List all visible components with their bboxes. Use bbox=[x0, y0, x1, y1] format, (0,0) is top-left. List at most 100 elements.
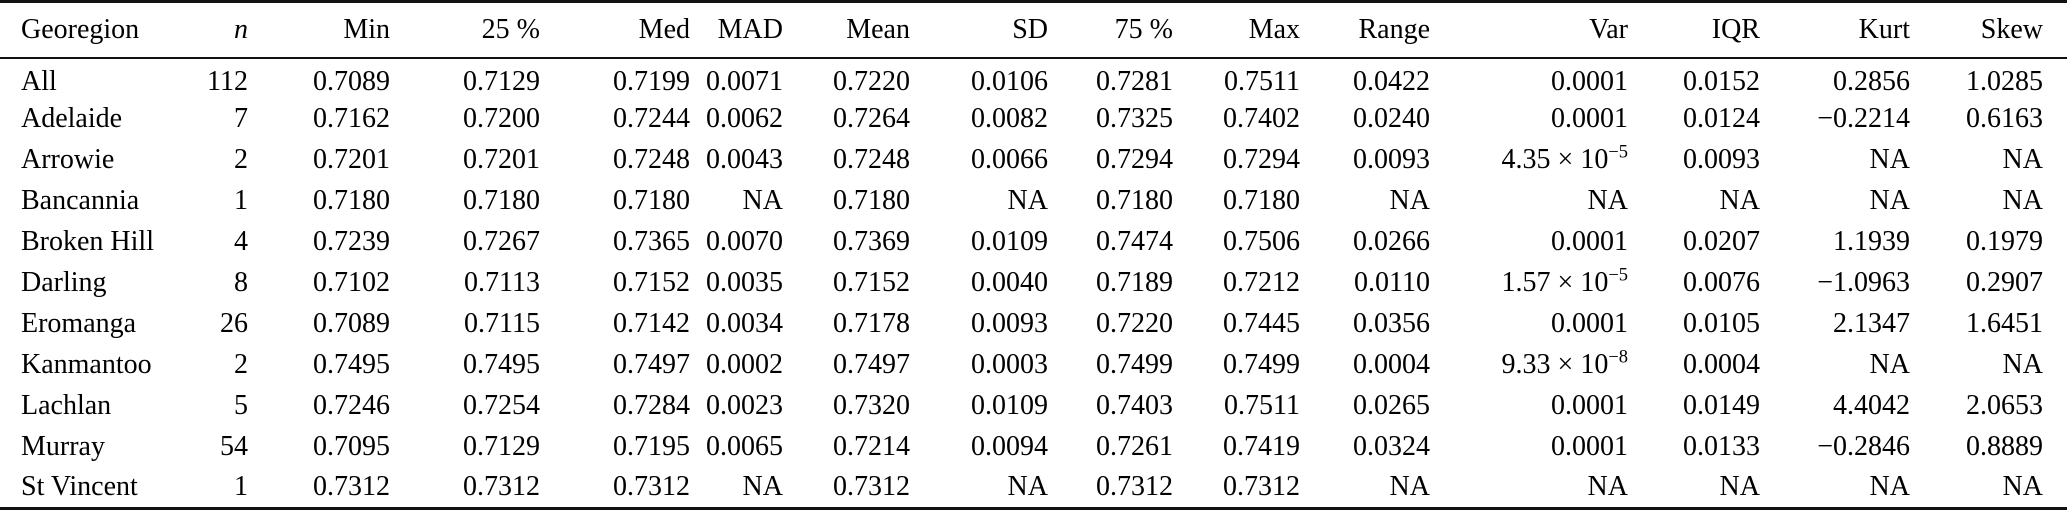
column-header-georegion: Georegion bbox=[0, 1, 160, 59]
column-header-kurt: Kurt bbox=[1760, 1, 1910, 59]
table-cell: 0.0040 bbox=[971, 267, 1048, 298]
table-cell: NA bbox=[1389, 185, 1430, 216]
table-cell: 0.7180 bbox=[313, 185, 390, 216]
table-row-bancannia: Bancannia 1 0.7180 0.7180 0.7180 NA 0.7180 NA 0.… bbox=[0, 181, 2067, 222]
table-cell: 0.7320 bbox=[833, 390, 910, 421]
table-cell: 0.7248 bbox=[613, 144, 690, 175]
table-row-lachlan: Lachlan 5 0.7246 0.7254 0.7284 0.0023 0.7320 0.… bbox=[0, 386, 2067, 427]
row-label: Arrowie bbox=[21, 144, 115, 175]
table-row-st-vincent: St Vincent 1 0.7312 0.7312 0.7312 NA 0.7312 NA 0… bbox=[0, 468, 2067, 509]
table-cell: 0.7180 bbox=[613, 185, 690, 216]
table-cell: 0.1979 bbox=[1966, 226, 2043, 257]
table-cell: 0.7200 bbox=[463, 103, 540, 134]
table-cell: 0.0109 bbox=[971, 226, 1048, 257]
table-cell: 0.7189 bbox=[1096, 267, 1173, 298]
table-cell: 0.0265 bbox=[1353, 390, 1430, 421]
table-row-eromanga: Eromanga 26 0.7089 0.7115 0.7142 0.0034 0.7178… bbox=[0, 304, 2067, 345]
table-cell: 0.7497 bbox=[833, 349, 910, 380]
table-cell: NA bbox=[1869, 144, 1910, 175]
table-cell: NA bbox=[2002, 144, 2043, 175]
row-label: St Vincent bbox=[21, 471, 138, 503]
table-cell: 2.0653 bbox=[1966, 390, 2043, 421]
table-cell: 0.0004 bbox=[1683, 349, 1760, 380]
table-cell: NA bbox=[1869, 471, 1910, 503]
table-cell: 0.0001 bbox=[1551, 226, 1628, 257]
table-cell: 0.7239 bbox=[313, 226, 390, 257]
table-cell: 0.7365 bbox=[613, 226, 690, 257]
row-label: All bbox=[21, 65, 57, 97]
table-cell: 4 bbox=[234, 226, 248, 257]
table-cell: 0.7195 bbox=[613, 431, 690, 462]
table-cell: 0.7264 bbox=[833, 103, 910, 134]
table-cell: 0.7201 bbox=[463, 144, 540, 175]
table-row-murray: Murray 54 0.7095 0.7129 0.7195 0.0065 0.7214 0.… bbox=[0, 427, 2067, 468]
table-cell: 0.0001 bbox=[1551, 390, 1628, 421]
table-cell: 26 bbox=[220, 308, 248, 339]
table-row-adelaide: Adelaide 7 0.7162 0.7200 0.7244 0.0062 0.7264 0… bbox=[0, 99, 2067, 140]
table-cell: 0.0043 bbox=[706, 144, 783, 175]
table-cell: 0.7244 bbox=[613, 103, 690, 134]
table-cell: 4.35 × 10−5 bbox=[1501, 141, 1628, 175]
table-cell: 0.0110 bbox=[1354, 267, 1430, 298]
table-cell: 0.0003 bbox=[971, 349, 1048, 380]
table-cell: NA bbox=[1587, 185, 1628, 216]
column-header-mean: Mean bbox=[783, 1, 910, 59]
table-cell: 0.7294 bbox=[1096, 144, 1173, 175]
table-cell: 0.0356 bbox=[1353, 308, 1430, 339]
table-cell: 0.0001 bbox=[1551, 308, 1628, 339]
table-cell: NA bbox=[742, 185, 783, 216]
table-cell: 0.0004 bbox=[1353, 349, 1430, 380]
table-cell: 0.7267 bbox=[463, 226, 540, 257]
table-cell: 1.1939 bbox=[1833, 226, 1910, 257]
column-header-75: 75 % bbox=[1048, 1, 1173, 59]
table-cell: NA bbox=[2002, 349, 2043, 380]
table-cell: 0.0070 bbox=[706, 226, 783, 257]
table-cell: 0.7261 bbox=[1096, 431, 1173, 462]
column-header-25: 25 % bbox=[390, 1, 540, 59]
table-cell: 0.0093 bbox=[971, 308, 1048, 339]
table-cell: NA bbox=[2002, 471, 2043, 503]
table-row-arrowie: Arrowie 2 0.7201 0.7201 0.7248 0.0043 0.7248 0.… bbox=[0, 140, 2067, 181]
table-cell: 0.7220 bbox=[833, 65, 910, 97]
table-cell: NA bbox=[1587, 471, 1628, 503]
table-cell: NA bbox=[1869, 185, 1910, 216]
table-cell: 0.0094 bbox=[971, 431, 1048, 462]
table-cell: 0.0152 bbox=[1683, 65, 1760, 97]
table-cell: 0.7214 bbox=[833, 431, 910, 462]
table-cell: 0.0001 bbox=[1551, 65, 1628, 97]
table-cell: 0.7089 bbox=[313, 308, 390, 339]
table-cell: 0.8889 bbox=[1966, 431, 2043, 462]
table-cell: NA bbox=[1719, 471, 1760, 503]
table-cell: 0.0093 bbox=[1353, 144, 1430, 175]
column-header-max: Max bbox=[1173, 1, 1300, 59]
table-cell: −1.0963 bbox=[1817, 267, 1910, 298]
table-cell: 0.7102 bbox=[313, 267, 390, 298]
table-cell: 0.7178 bbox=[833, 308, 910, 339]
table-cell: 1 bbox=[234, 185, 248, 216]
table-cell: 0.7511 bbox=[1224, 65, 1300, 97]
table-cell: 0.7162 bbox=[313, 103, 390, 134]
table-cell: NA bbox=[1389, 471, 1430, 503]
table-cell: 0.7212 bbox=[1223, 267, 1300, 298]
table-cell: 0.7403 bbox=[1096, 390, 1173, 421]
table-cell: 0.7497 bbox=[613, 349, 690, 380]
table-cell: NA bbox=[1719, 185, 1760, 216]
row-label: Broken Hill bbox=[21, 226, 154, 257]
table-cell: 0.7312 bbox=[1096, 471, 1173, 503]
table-cell: 0.7199 bbox=[613, 65, 690, 97]
column-header-var: Var bbox=[1430, 1, 1628, 59]
table-cell: 0.0324 bbox=[1353, 431, 1430, 462]
table-cell: 0.0266 bbox=[1353, 226, 1430, 257]
column-header-iqr: IQR bbox=[1628, 1, 1760, 59]
table-cell: 0.7325 bbox=[1096, 103, 1173, 134]
table-cell: 0.7180 bbox=[463, 185, 540, 216]
row-label: Bancannia bbox=[21, 185, 140, 216]
table-cell: 0.7369 bbox=[833, 226, 910, 257]
table-cell: 0.0093 bbox=[1683, 144, 1760, 175]
table-cell: 0.7511 bbox=[1224, 390, 1300, 421]
table-cell: 0.7312 bbox=[313, 471, 390, 503]
table-cell: 0.0035 bbox=[706, 267, 783, 298]
table-cell: 1.0285 bbox=[1966, 65, 2043, 97]
table-cell: 2 bbox=[234, 349, 248, 380]
